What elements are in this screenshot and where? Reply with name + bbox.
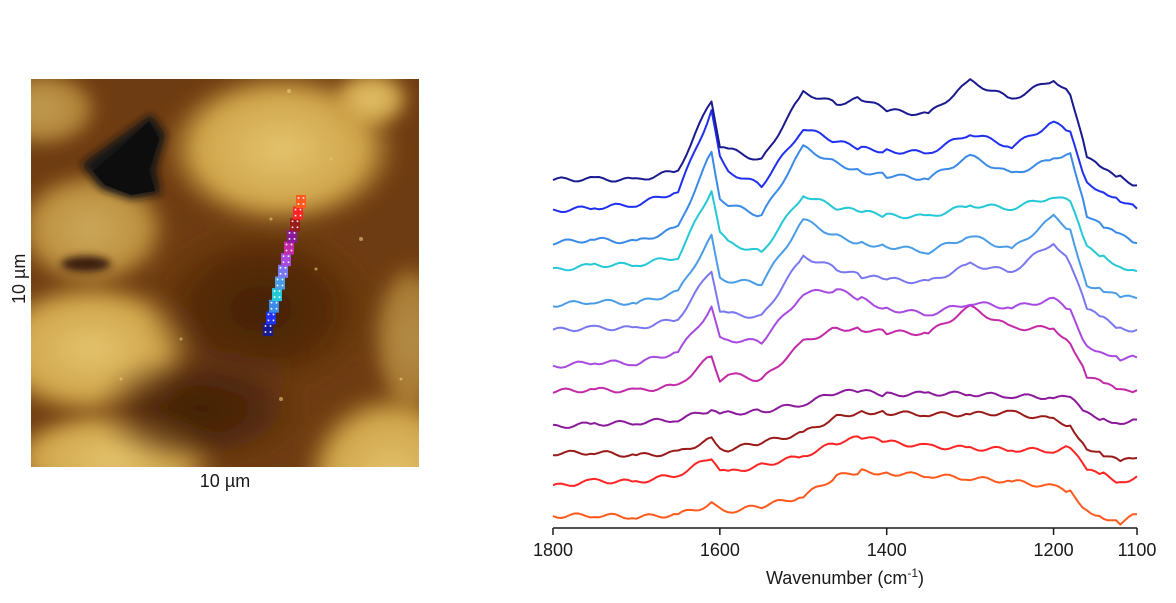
x-axis-title-superscript: -1 [907, 566, 918, 580]
spectrum-line-1 [552, 468, 1137, 526]
x-tick-label-1400: 1400 [867, 540, 907, 560]
x-axis-title: Wavenumber (cm-1) [766, 566, 924, 588]
spectrum-line-10 [552, 144, 1138, 246]
spectrum-line-9 [552, 190, 1138, 273]
spectrum-line-2 [552, 435, 1138, 487]
scan-point-dot [264, 325, 267, 327]
scan-point-dot [264, 331, 267, 333]
scan-point-dot [299, 208, 302, 211]
ir-spectra-chart: 1800 1600 1400 1200 1100 Wavenumber (cm-1) [533, 78, 1156, 588]
scan-point-dot [267, 313, 270, 316]
afm-x-scale-label: 10 µm [199, 471, 251, 491]
x-axis-title-suffix: ) [918, 568, 924, 588]
scan-point-dot [282, 261, 285, 263]
x-tick-label-1800: 1800 [533, 540, 573, 560]
scan-point-dot [287, 255, 290, 257]
x-tick-label-1100: 1100 [1118, 540, 1157, 560]
scan-point-dot [273, 296, 276, 298]
afm-y-scale-label: 10 µm [9, 253, 29, 304]
scan-point-5 [284, 241, 294, 255]
scan-point-dot [291, 226, 294, 229]
scan-point-dot [293, 238, 296, 240]
scan-point-dot [296, 226, 299, 229]
spectrum-line-3 [553, 409, 1138, 463]
scan-point-11 [266, 311, 276, 325]
scan-point-dot [267, 319, 270, 322]
scan-point-dot [275, 301, 278, 304]
scan-point-dot [273, 290, 276, 292]
scan-point-dot [275, 307, 278, 310]
spectrum-line-4 [552, 388, 1137, 429]
scan-point-8 [275, 276, 285, 290]
scan-point-dot [282, 255, 285, 257]
scan-point-dot [272, 313, 275, 316]
scan-point-7 [278, 264, 288, 278]
scan-point-dot [281, 278, 284, 281]
afm-panel: 10 µm 10 µm [0, 0, 450, 603]
scan-point-dot [290, 249, 293, 252]
spectrum-line-8 [552, 213, 1138, 308]
scan-point-dot [278, 296, 281, 298]
spectrum-line-7 [552, 243, 1138, 333]
scan-point-dot [270, 307, 273, 310]
scan-point-dot [288, 232, 291, 234]
x-tick-label-1600: 1600 [700, 540, 740, 560]
scan-point-dot [276, 284, 279, 287]
spectrum-line-6 [552, 288, 1138, 369]
scan-point-dot [302, 203, 305, 205]
x-tick-layer: 1800 1600 1400 1200 1100 [533, 528, 1156, 560]
scan-point-1 [296, 195, 306, 208]
scan-point-dot [281, 284, 284, 287]
scan-point-dot [285, 249, 288, 252]
scan-point-dot [299, 214, 302, 217]
scan-point-dot [291, 220, 294, 223]
scan-point-dot [270, 301, 273, 304]
scan-point-dot [294, 208, 297, 211]
scan-point-dot [269, 325, 272, 327]
scan-point-9 [272, 288, 282, 302]
scan-point-dot [269, 331, 272, 333]
scan-point-dot [302, 197, 305, 199]
scan-point-dot [279, 273, 282, 275]
scan-point-6 [281, 253, 291, 267]
x-tick-label-1200: 1200 [1034, 540, 1074, 560]
scan-point-dot [276, 278, 279, 281]
scan-point-dot [294, 214, 297, 217]
scan-point-dot [297, 203, 300, 205]
scan-point-dot [278, 290, 281, 292]
scan-point-4 [287, 229, 297, 243]
scan-point-dot [272, 319, 275, 322]
x-axis-title-main: Wavenumber (cm [766, 568, 907, 588]
scan-point-dot [288, 238, 291, 240]
scan-point-strip [263, 195, 306, 336]
scan-point-dot [296, 220, 299, 223]
spectrum-line-11 [552, 109, 1138, 213]
scan-point-3 [290, 218, 300, 232]
scan-point-dot [293, 232, 296, 234]
spectrum-line-5 [552, 304, 1138, 394]
scan-point-2 [293, 206, 303, 220]
scan-point-dot [297, 197, 300, 199]
scan-point-12 [263, 323, 273, 336]
scan-point-dot [287, 261, 290, 263]
scan-point-dot [284, 267, 287, 269]
spectrum-line-12 [552, 78, 1138, 187]
scan-point-10 [269, 299, 279, 313]
scan-point-dot [290, 243, 293, 246]
scan-point-dot [284, 273, 287, 275]
scan-point-dot [285, 243, 288, 246]
series-layer [552, 78, 1138, 526]
afm-topography-image [31, 79, 419, 467]
scan-point-dot [279, 267, 282, 269]
